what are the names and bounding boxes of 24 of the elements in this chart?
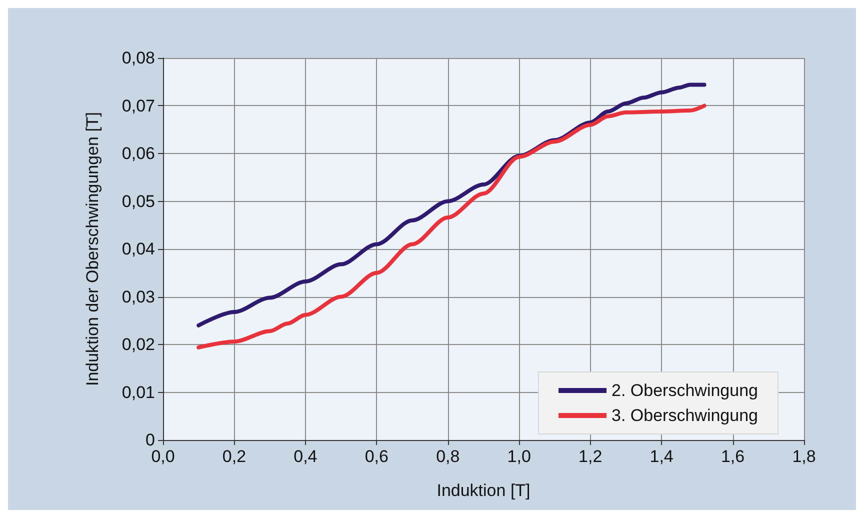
legend-label: 2. Oberschwingung xyxy=(612,381,758,400)
legend-label: 3. Oberschwingung xyxy=(612,406,758,425)
line-series xyxy=(196,104,706,350)
y-tick-label: 0,08 xyxy=(122,48,155,68)
x-tick-label: 0,4 xyxy=(294,447,318,466)
x-tick-label: 1,0 xyxy=(507,447,531,466)
x-tick-label: 0,6 xyxy=(364,447,388,466)
x-tick-label: 1,6 xyxy=(720,447,745,466)
x-axis-title: Induktion [T] xyxy=(436,481,530,500)
x-tick-label: 1,8 xyxy=(792,447,816,466)
y-tick-label: 0,06 xyxy=(122,144,155,163)
x-tick-label: 1,4 xyxy=(650,447,674,466)
y-axis-title: Induktion der Oberschwingungen [T] xyxy=(83,112,102,386)
y-tick-label: 0,03 xyxy=(122,287,155,306)
y-tick-label: 0,07 xyxy=(122,96,155,116)
x-tick-label: 1,2 xyxy=(578,447,602,466)
x-tick-label: 0,2 xyxy=(222,447,246,466)
x-tick-label: 0,8 xyxy=(436,447,460,466)
x-tick-label: 0,0 xyxy=(151,447,175,466)
y-tick-label: 0,01 xyxy=(122,382,155,402)
y-tick-label: 0,02 xyxy=(122,335,155,354)
y-tick-label: 0,05 xyxy=(122,192,155,211)
y-tick-label: 0 xyxy=(146,430,155,450)
y-tick-label: 0,04 xyxy=(122,240,155,258)
